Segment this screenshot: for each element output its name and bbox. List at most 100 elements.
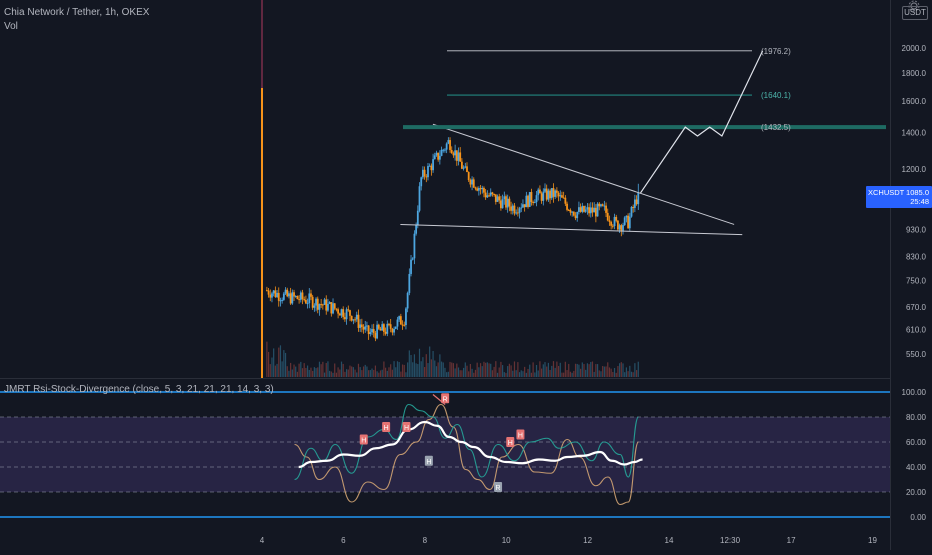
volume-bar [286, 366, 288, 377]
volume-bar [352, 367, 354, 377]
volume-bar [464, 362, 466, 377]
volume-bar [457, 367, 460, 377]
volume-bar [595, 364, 597, 377]
candle-body [635, 199, 638, 205]
volume-bar [408, 350, 410, 377]
candle-body [608, 220, 611, 222]
volume-bar [395, 367, 397, 377]
candle-body [360, 324, 363, 328]
volume-bar [498, 367, 500, 377]
volume-bar [374, 365, 377, 377]
drawings[interactable]: (1976.2) (1640.1) (1432.5) [400, 47, 886, 236]
volume-bar [537, 370, 539, 377]
candle-body [442, 149, 445, 151]
chart-title[interactable]: Chia Network / Tether, 1h, OKEX [4, 7, 150, 18]
candle-body [338, 313, 341, 316]
candle-body [276, 292, 278, 298]
volume-bar [349, 365, 351, 377]
volume-bar [454, 368, 456, 377]
volume-bar [598, 370, 600, 377]
volume-bar [306, 365, 309, 377]
volume-bar [568, 363, 570, 377]
indicator-title[interactable]: JMRT Rsi-Stock-Divergence (close, 5, 3, … [4, 384, 274, 395]
candle-body [366, 325, 368, 327]
volume-bar [469, 363, 471, 377]
volume-bar [449, 361, 451, 377]
currency-badge[interactable]: USDT [902, 6, 928, 20]
candle-body [408, 273, 411, 293]
divergence-marker [402, 422, 411, 432]
candle-body [610, 221, 613, 226]
volume-bar [547, 362, 549, 377]
candle-body [284, 289, 287, 294]
volume-bar [505, 372, 507, 377]
volume-bar [563, 372, 565, 377]
indicator-lines [294, 403, 643, 506]
volume-bar [578, 364, 580, 377]
volume-bar [384, 367, 387, 377]
volume-bar [403, 364, 405, 377]
time-tick-label: 19 [868, 536, 877, 545]
volume-bar [361, 370, 363, 377]
candle-body [586, 207, 589, 210]
volume-bar [315, 368, 317, 377]
candle-body [274, 290, 277, 298]
volume-bar [471, 368, 473, 377]
stoch-tan-line [294, 403, 640, 506]
candle-body [369, 332, 372, 335]
last-price-symbol: XCHUSDT [868, 188, 905, 197]
volume-bar [340, 361, 343, 377]
candle-body [515, 212, 518, 214]
volume-bar [291, 369, 293, 377]
volume-bar [439, 354, 441, 377]
candle-body [364, 326, 367, 330]
candle-body [345, 309, 348, 320]
volume-bar [541, 368, 543, 377]
candle-body [432, 159, 434, 171]
volume-bar [569, 371, 572, 377]
volume-bar [554, 367, 556, 377]
candle-body [508, 198, 511, 207]
candle-body [343, 317, 346, 320]
volume-label[interactable]: Vol [4, 21, 18, 32]
projection-path [640, 50, 764, 194]
volume-bar [491, 370, 494, 377]
volume-bar [425, 354, 427, 377]
candle-body [347, 309, 350, 311]
volume-bar [376, 371, 378, 377]
candle-body [342, 309, 345, 318]
candle-body [501, 199, 504, 209]
candle-body [557, 192, 560, 197]
volume-bar [551, 365, 553, 377]
volume-bar [354, 369, 356, 377]
axes: 2000.0 1800.0 1600.0 1400.0 1200.0 930.0 830.0… [260, 0, 932, 550]
divergence-marker [516, 429, 525, 440]
price-tick-label: 550.0 [906, 350, 927, 359]
candle-body [552, 188, 555, 197]
candle-body [444, 149, 446, 151]
volume-bar [559, 362, 561, 377]
volume-bar [608, 367, 611, 377]
candle-body [625, 215, 628, 218]
volume-bar [371, 368, 373, 377]
volume-bar [493, 366, 495, 377]
volume-bar [510, 365, 512, 377]
volume-bar [539, 361, 541, 377]
candle-body [376, 324, 379, 339]
volume-bar [322, 361, 324, 377]
candle-body [318, 304, 321, 310]
candle-body [476, 188, 479, 191]
price-tick-label: 930.0 [906, 225, 927, 234]
volume-bar [500, 361, 502, 377]
volume-bar [325, 363, 327, 377]
candlestick-series[interactable] [261, 0, 640, 378]
level-label: (1432.5) [761, 123, 791, 132]
volume-bar [334, 363, 336, 377]
price-tick-label: 2000.0 [902, 44, 927, 53]
candle-body [589, 207, 592, 214]
volume-bar [308, 369, 310, 377]
volume-bar [591, 361, 594, 377]
